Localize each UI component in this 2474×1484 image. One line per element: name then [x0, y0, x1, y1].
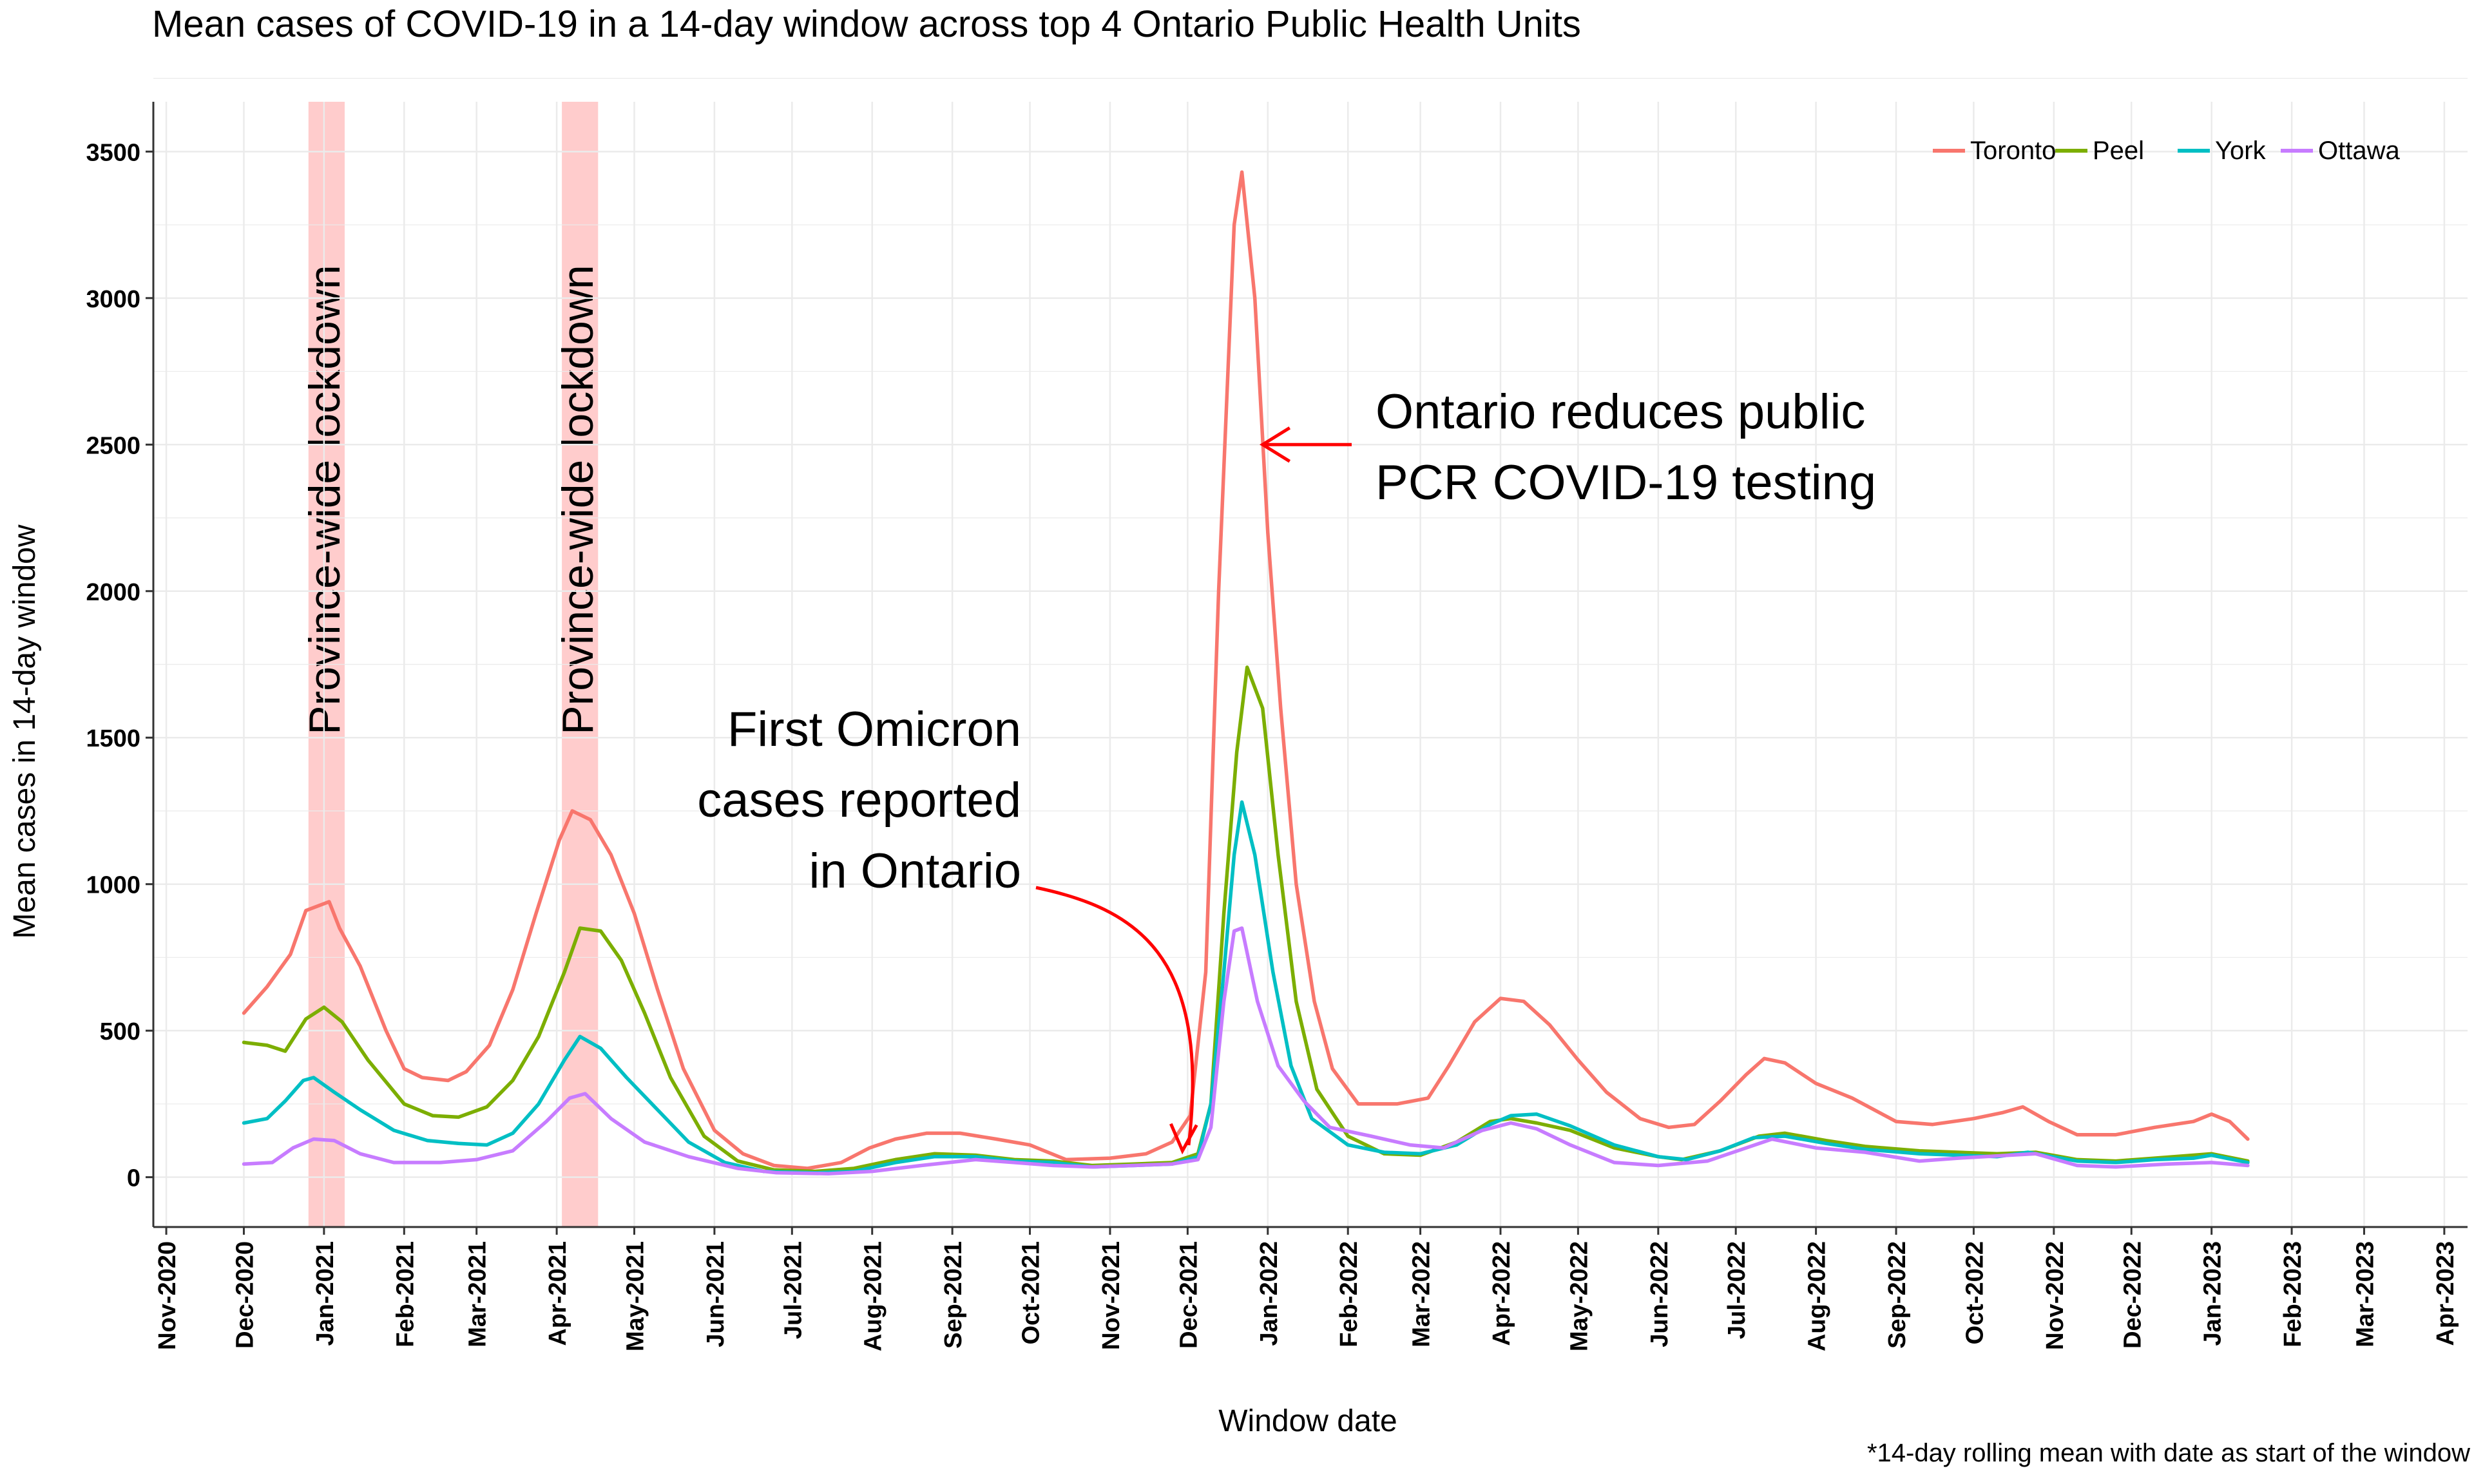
x-tick-label: Dec-2021 [1175, 1241, 1202, 1349]
y-tick-label: 3000 [86, 286, 140, 313]
legend-label-ottawa: Ottawa [2318, 137, 2400, 165]
x-tick-label: Feb-2023 [2279, 1241, 2306, 1347]
axes [152, 102, 2468, 1228]
annotations: Ontario reduces public PCR COVID-19 testi… [697, 385, 1876, 1155]
annotation-text: in Ontario [809, 844, 1022, 899]
chart-title: Mean cases of COVID-19 in a 14-day windo… [152, 3, 1581, 45]
series-line-toronto [242, 170, 2250, 1170]
x-tick-label: Jun-2022 [1646, 1241, 1673, 1347]
annotation-arrowhead [1260, 426, 1291, 463]
footnote: *14-day rolling mean with date as start … [1866, 1439, 2470, 1467]
x-tick-label: Mar-2023 [2352, 1241, 2379, 1347]
x-tick-label: Mar-2022 [1408, 1241, 1435, 1347]
legend-label-peel: Peel [2093, 137, 2144, 165]
annotation-arrowhead [1169, 1123, 1198, 1155]
annotation-arrow [1035, 886, 1194, 1146]
legend: Toronto Peel York Ottawa [1933, 137, 2400, 165]
y-tick-label: 1500 [86, 725, 140, 752]
y-tick-label: 0 [127, 1165, 140, 1192]
y-tick-label: 2000 [86, 579, 140, 606]
x-tick-label: May-2022 [1566, 1241, 1593, 1351]
y-tick-label: 2500 [86, 432, 140, 459]
x-tick-label: Apr-2021 [544, 1241, 571, 1346]
annotation-text: PCR COVID-19 testing [1376, 455, 1876, 510]
y-axis-label: Mean cases in 14-day window [8, 524, 42, 938]
annotation-text: cases reported [697, 773, 1021, 828]
x-tick-label: Jan-2021 [312, 1241, 339, 1346]
x-tick-label: Feb-2021 [392, 1241, 419, 1347]
x-tick-label: Aug-2021 [860, 1241, 887, 1351]
x-tick-label: Mar-2021 [465, 1241, 492, 1347]
x-tick-label: Dec-2020 [231, 1241, 258, 1349]
x-axis-label: Window date [1218, 1404, 1397, 1438]
gridlines [153, 78, 2468, 1227]
x-tick-label: Sep-2021 [940, 1241, 967, 1349]
x-tick-label: Nov-2021 [1098, 1241, 1125, 1350]
series-line-ottawa [242, 926, 2250, 1175]
x-tick-label: Dec-2022 [2119, 1241, 2146, 1349]
series-lines [242, 170, 2250, 1175]
x-tick-label: Jan-2022 [1256, 1241, 1283, 1346]
annotation-text: First Omicron [727, 702, 1021, 757]
series-line-york [242, 800, 2250, 1175]
legend-label-york: York [2215, 137, 2267, 165]
x-tick-label: Jan-2023 [2200, 1241, 2227, 1346]
x-tick-label: Apr-2023 [2432, 1241, 2459, 1346]
x-tick-label: May-2021 [622, 1241, 649, 1351]
x-tick-label: Feb-2022 [1336, 1241, 1363, 1347]
x-tick-label: Jul-2022 [1723, 1241, 1750, 1339]
x-axis-ticks: Nov-2020 Dec-2020 Jan-2021 Feb-2021 Mar-2021… [154, 1227, 2459, 1351]
x-tick-label: Nov-2022 [2042, 1241, 2069, 1350]
x-tick-label: Aug-2022 [1804, 1241, 1831, 1351]
y-tick-label: 1000 [86, 872, 140, 899]
y-axis-ticks: 0 500 1000 1500 2000 2500 3000 3500 [86, 139, 153, 1192]
x-tick-label: Apr-2022 [1488, 1241, 1515, 1346]
x-tick-label: Jul-2021 [780, 1241, 807, 1339]
y-tick-label: 3500 [86, 139, 140, 166]
lockdown-label: Province-wide lockdown [553, 265, 602, 734]
legend-label-toronto: Toronto [1970, 137, 2056, 165]
x-tick-label: Jun-2021 [702, 1241, 729, 1347]
annotation-text: Ontario reduces public [1376, 385, 1865, 439]
x-tick-label: Oct-2021 [1018, 1241, 1045, 1345]
y-tick-label: 500 [100, 1018, 140, 1045]
x-tick-label: Oct-2022 [1961, 1241, 1988, 1345]
x-tick-label: Nov-2020 [154, 1241, 181, 1350]
x-tick-label: Sep-2022 [1884, 1241, 1911, 1349]
